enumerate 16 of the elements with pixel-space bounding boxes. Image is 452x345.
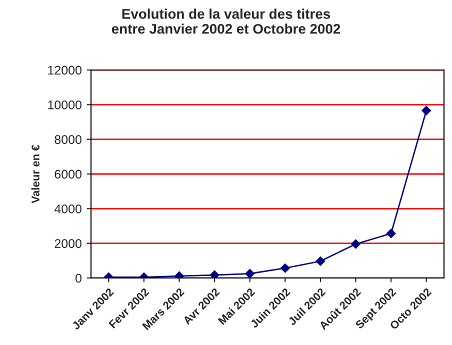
y-tick-label: 6000 — [54, 170, 82, 179]
y-axis-title: Valeur en € — [31, 144, 40, 204]
y-tick-label: 0 — [76, 274, 82, 283]
point — [316, 256, 326, 266]
point — [351, 239, 360, 249]
y-tick-label: 8000 — [54, 135, 82, 144]
point — [280, 263, 290, 273]
y-tick-label: 10000 — [48, 100, 82, 110]
y-tick-label: 4000 — [54, 204, 82, 214]
chart-title: Evolution de la valeur des titres entre Janvier 2002 et Octobre 2002 — [112, 8, 340, 34]
point — [422, 106, 431, 116]
y-tick-label: 2000 — [54, 239, 82, 248]
y-tick-label: 12000 — [48, 66, 82, 75]
point — [386, 228, 396, 238]
point — [210, 270, 220, 278]
point — [245, 269, 254, 278]
